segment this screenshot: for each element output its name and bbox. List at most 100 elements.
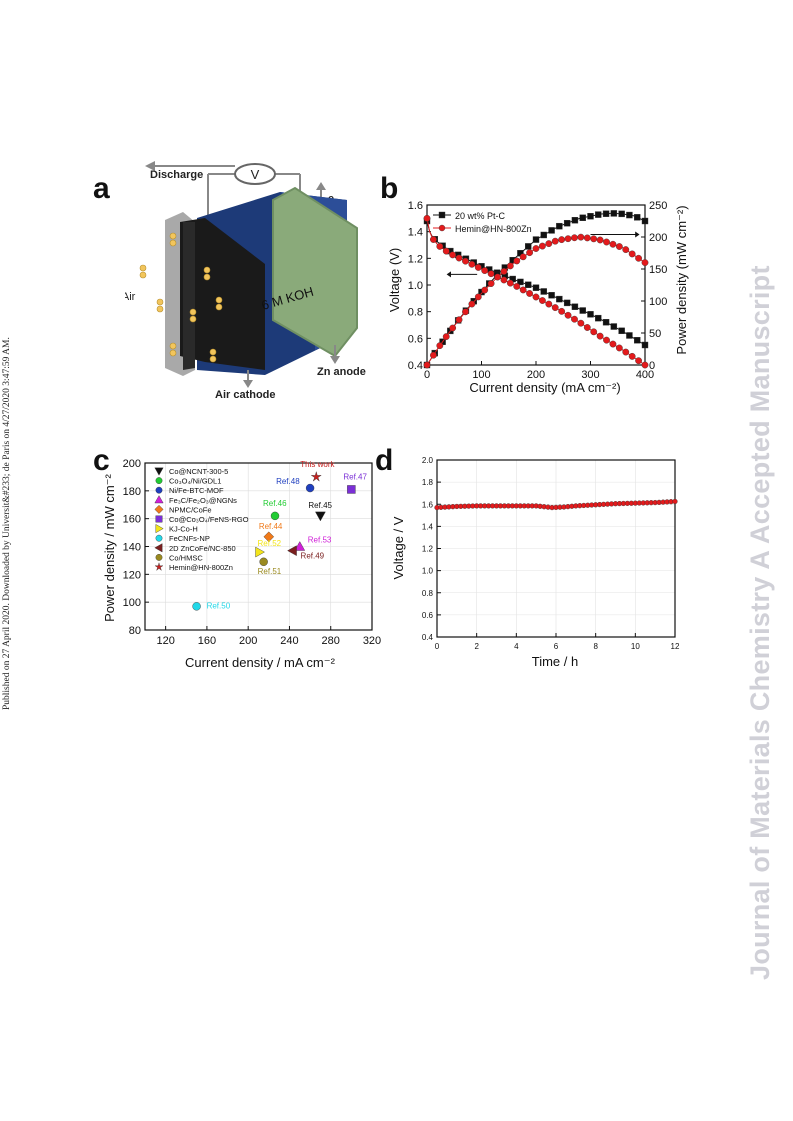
data-point — [583, 324, 591, 331]
data-point — [672, 498, 678, 505]
data-point — [571, 315, 578, 323]
y2-tick-label: 150 — [649, 264, 667, 276]
discharge-arrow-icon — [145, 161, 155, 171]
x-tick-label: 300 — [581, 369, 599, 381]
x-axis-label: Current density / mA cm⁻² — [185, 655, 336, 670]
right-axis-arrow-icon — [635, 231, 640, 238]
data-point — [564, 235, 572, 243]
data-point — [556, 295, 563, 303]
data-point — [525, 243, 532, 250]
data-point — [563, 299, 571, 307]
y-tick-label: 1.6 — [408, 200, 423, 212]
legend-marker — [155, 524, 164, 534]
data-point — [540, 231, 547, 239]
y-tick-label: 1.2 — [422, 545, 434, 554]
y2-tick-label: 100 — [649, 296, 667, 308]
legend-marker — [155, 515, 163, 523]
y-tick-label: 100 — [123, 597, 141, 609]
data-point — [474, 293, 482, 301]
data-point — [615, 344, 623, 352]
legend-label: Ni/Fe-BTC-MOF — [169, 486, 224, 495]
data-point — [423, 361, 431, 369]
y-tick-label: 1.4 — [422, 522, 434, 531]
data-point — [603, 336, 610, 344]
data-point — [545, 300, 553, 308]
y-tick-label: 0.4 — [422, 633, 434, 642]
legend-label: Co/HMSC — [169, 553, 203, 562]
battery-schematic: V Discharge e 6 M KOH O₂ in Air Zn anode… — [125, 161, 366, 400]
x-tick-label: 12 — [671, 642, 680, 651]
legend-marker — [154, 543, 163, 553]
data-point — [468, 300, 476, 308]
data-point — [506, 262, 514, 270]
data-point — [603, 238, 610, 246]
y-tick-label: 1.2 — [408, 253, 423, 265]
data-label: Ref.46 — [263, 499, 287, 508]
data-point — [532, 284, 540, 291]
data-point — [635, 357, 642, 365]
legend-label: 2D ZnCoFe/NC-850 — [169, 544, 236, 553]
data-point — [551, 237, 559, 245]
data-point — [442, 247, 450, 255]
data-point — [315, 511, 326, 522]
data-point — [474, 264, 482, 271]
y-tick-label: 0.8 — [408, 307, 423, 319]
data-point — [263, 531, 275, 543]
data-point — [545, 240, 553, 248]
data-point — [641, 361, 649, 369]
data-point — [481, 286, 489, 294]
data-point — [487, 280, 495, 287]
data-point — [500, 276, 508, 284]
y-tick-label: 0.6 — [408, 333, 423, 345]
data-point — [192, 602, 201, 611]
data-point — [539, 242, 546, 250]
x-tick-label: 4 — [514, 642, 519, 651]
data-point — [455, 254, 463, 262]
data-point — [558, 236, 566, 244]
data-point — [587, 311, 594, 318]
data-label: Ref.49 — [301, 552, 325, 561]
data-point — [628, 250, 636, 258]
panel-letter-d: d — [375, 444, 394, 477]
data-point — [481, 267, 489, 274]
data-point — [548, 292, 555, 299]
data-point — [468, 260, 476, 268]
data-point — [449, 251, 457, 259]
x-axis-label: Time / h — [532, 654, 578, 669]
y-tick-label: 1.0 — [408, 280, 423, 292]
data-point — [347, 485, 356, 494]
y-tick-label: 1.6 — [422, 500, 434, 509]
data-point — [558, 307, 566, 315]
data-label: Ref.53 — [308, 536, 332, 545]
data-point — [626, 332, 633, 339]
data-point — [526, 249, 533, 257]
polarization-chart: 0 100 200 300 400 0.4 0.6 0.8 1.0 1.2 1.4 1.6 0 50 100… — [387, 200, 689, 395]
data-point — [305, 483, 315, 493]
data-point — [556, 222, 563, 230]
panel-letter-b: b — [380, 172, 399, 205]
legend-marker — [155, 534, 163, 542]
legend-marker — [438, 211, 446, 219]
data-point — [634, 214, 641, 221]
data-point — [609, 240, 617, 248]
data-point — [634, 337, 641, 344]
data-point — [540, 288, 547, 295]
data-point — [436, 342, 444, 350]
legend-label: Hemin@HN-800Zn — [455, 224, 532, 234]
data-point — [590, 328, 598, 336]
data-point — [310, 470, 322, 482]
voltmeter-icon — [234, 163, 276, 185]
y2-tick-label: 50 — [649, 328, 661, 340]
data-point — [548, 227, 555, 234]
panel-letter-c: c — [93, 444, 110, 477]
data-point — [635, 254, 642, 262]
publication-note-text: Published on 27 April 2020. Downloaded b… — [2, 337, 12, 710]
accepted-manuscript-watermark: Journal of Materials Chemistry A Accepte… — [745, 160, 785, 980]
x-tick-label: 200 — [527, 369, 545, 381]
zn-anode-plate — [272, 186, 358, 358]
data-point — [519, 286, 527, 294]
legend-label: 20 wt% Pt-C — [455, 211, 506, 221]
discharge-label: Discharge — [150, 169, 203, 181]
legend-label: Fe₃C/Fe₂O₃@NGNs — [169, 496, 237, 505]
data-point — [577, 233, 585, 241]
